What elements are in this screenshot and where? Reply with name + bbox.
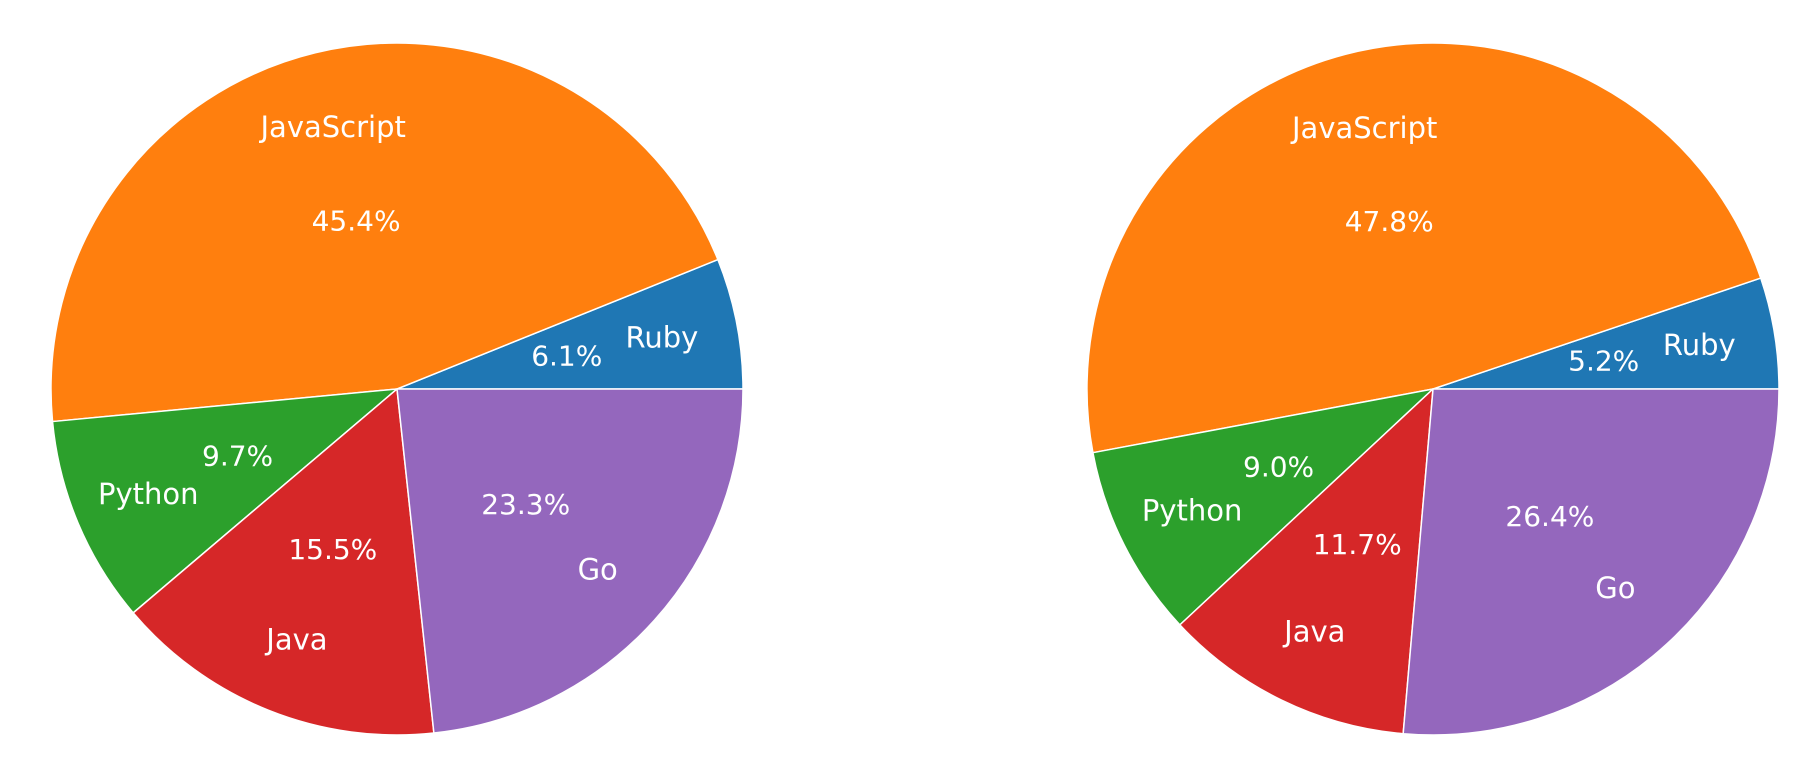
slice-label-python: Python bbox=[1142, 494, 1243, 528]
percent-label-python: 9.0% bbox=[1243, 451, 1314, 484]
pie-slice-javascript bbox=[1086, 42, 1762, 454]
percent-label-go: 26.4% bbox=[1505, 500, 1594, 533]
percent-label-java: 15.5% bbox=[288, 533, 377, 566]
pie-slice-java bbox=[132, 388, 435, 736]
slice-label-java: Java bbox=[1282, 615, 1345, 649]
percent-label-ruby: 6.1% bbox=[531, 340, 602, 373]
percent-label-ruby: 5.2% bbox=[1568, 344, 1639, 377]
slice-label-python: Python bbox=[98, 477, 199, 511]
slice-label-javascript: JavaScript bbox=[259, 110, 406, 144]
slice-label-go: Go bbox=[1595, 571, 1635, 605]
pie-slice-go bbox=[1402, 388, 1780, 736]
slice-label-ruby: Ruby bbox=[625, 321, 698, 355]
pie-slice-java bbox=[1179, 388, 1434, 735]
pie-slice-ruby bbox=[396, 258, 744, 390]
slice-label-go: Go bbox=[578, 552, 618, 586]
percent-label-java: 11.7% bbox=[1313, 528, 1402, 561]
slice-label-java: Java bbox=[264, 623, 327, 657]
pie-slice-go bbox=[396, 388, 744, 734]
pie-slice-python bbox=[51, 388, 398, 614]
slice-label-javascript: JavaScript bbox=[1290, 111, 1437, 145]
slice-label-ruby: Ruby bbox=[1663, 328, 1736, 362]
percent-label-javascript: 47.8% bbox=[1345, 205, 1434, 238]
pie-slice-javascript bbox=[50, 42, 719, 423]
percent-label-python: 9.7% bbox=[202, 440, 273, 473]
pie-slice-python bbox=[1092, 388, 1434, 626]
percent-label-go: 23.3% bbox=[481, 488, 570, 521]
percent-label-javascript: 45.4% bbox=[312, 204, 401, 237]
